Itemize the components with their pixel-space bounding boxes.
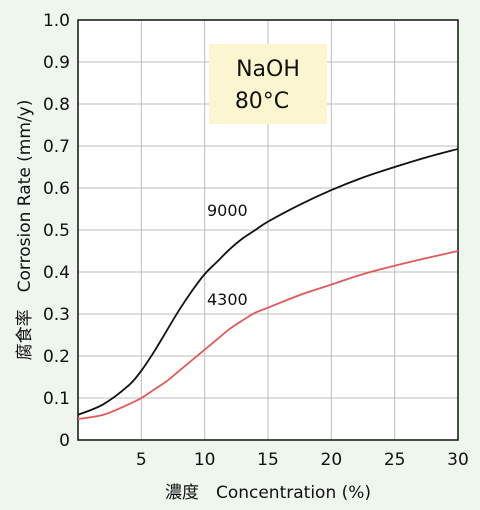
annotation-background bbox=[209, 44, 327, 124]
series-curves bbox=[77, 148, 459, 420]
y-tick-label: 1.0 bbox=[43, 11, 70, 31]
y-tick-label: 0.2 bbox=[43, 347, 70, 367]
annotation-line-2: 80°C bbox=[235, 89, 289, 114]
x-tick-label: 30 bbox=[447, 450, 469, 470]
y-tick-label: 0.1 bbox=[43, 389, 70, 409]
y-tick-label: 0 bbox=[59, 431, 70, 451]
y-tick-label: 0.7 bbox=[43, 137, 70, 157]
series-line-9000 bbox=[77, 148, 459, 416]
y-axis-label: 腐食率 Corrosion Rate (mm/y) bbox=[15, 100, 35, 361]
annotation-box: NaOH 80°C bbox=[209, 44, 327, 124]
x-axis-label: 濃度 Concentration (%) bbox=[165, 483, 371, 503]
tick-labels: 5 10 15 20 25 30 0 0.1 0.2 0.3 0.4 0.5 0.6 0.7 0.8 0.9 1… bbox=[43, 11, 469, 470]
y-tick-label: 0.3 bbox=[43, 305, 70, 325]
x-tick-label: 15 bbox=[257, 450, 279, 470]
y-tick-label: 0.5 bbox=[43, 221, 70, 241]
y-tick-label: 0.4 bbox=[43, 263, 70, 283]
series-label-4300: 4300 bbox=[207, 290, 248, 309]
x-tick-label: 10 bbox=[194, 450, 216, 470]
series-label-9000: 9000 bbox=[207, 201, 248, 220]
x-tick-label: 25 bbox=[384, 450, 406, 470]
x-tick-label: 20 bbox=[321, 450, 343, 470]
y-tick-label: 0.8 bbox=[43, 95, 70, 115]
y-tick-label: 0.9 bbox=[43, 53, 70, 73]
plot-border bbox=[77, 19, 459, 441]
x-tick-label: 5 bbox=[136, 450, 147, 470]
series-line-4300 bbox=[77, 250, 459, 420]
y-tick-label: 0.6 bbox=[43, 179, 70, 199]
annotation-line-1: NaOH bbox=[236, 57, 300, 82]
